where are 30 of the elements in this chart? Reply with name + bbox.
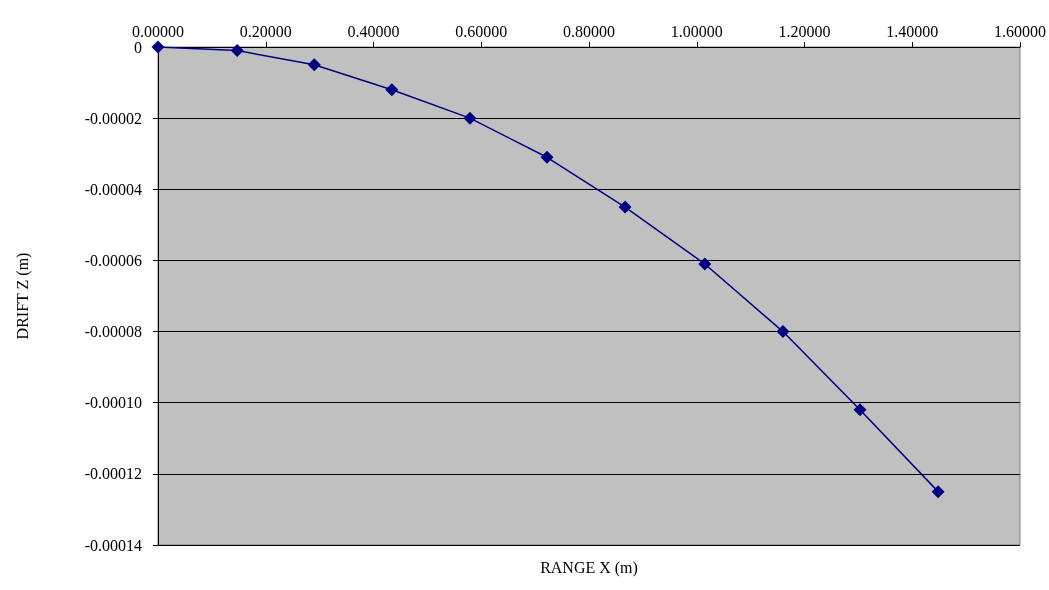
point: [151, 40, 165, 54]
y-tick-label: -0.00004: [84, 180, 142, 198]
x-tick-label: 0.40000: [347, 22, 400, 40]
point: [931, 485, 945, 499]
y-tick-label: 0: [134, 38, 142, 56]
x-tick-label: 0.20000: [239, 22, 292, 40]
point: [618, 200, 632, 214]
x-axis-title: RANGE X (m): [540, 558, 638, 577]
point: [463, 111, 477, 125]
point: [698, 257, 712, 271]
y-tick-label: -0.00002: [84, 109, 142, 127]
point: [853, 403, 867, 417]
x-tick-label: 0.60000: [455, 22, 508, 40]
point: [385, 83, 399, 97]
point: [776, 325, 790, 339]
point: [230, 44, 244, 58]
y-tick-label: -0.00010: [84, 394, 142, 412]
point: [307, 58, 321, 72]
x-tick-label: 1.40000: [886, 22, 939, 40]
point: [540, 150, 554, 164]
x-tick-label: 1.20000: [778, 22, 831, 40]
y-axis-title: DRIFT Z (m): [13, 252, 32, 340]
y-tick-label: -0.00008: [84, 323, 142, 341]
x-tick-label: 0.80000: [563, 22, 615, 40]
x-tick-label: 1.60000: [994, 22, 1046, 40]
y-tick-label: -0.00006: [84, 251, 142, 269]
y-tick-label: -0.00014: [84, 536, 142, 554]
y-tick-label: -0.00012: [84, 465, 142, 483]
x-tick-label: 1.00000: [670, 22, 723, 40]
x-tick-label: 0.00000: [132, 22, 184, 40]
